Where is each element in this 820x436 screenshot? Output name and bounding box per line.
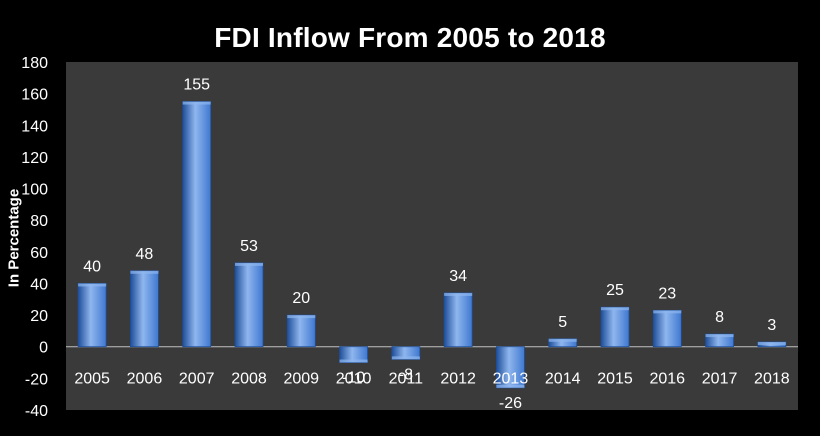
bar-2016 (652, 309, 682, 348)
y-tick-label: 40 (30, 276, 48, 293)
bar-cap-2011 (391, 356, 420, 360)
y-axis-label: In Percentage (5, 188, 23, 288)
data-label: 48 (136, 246, 154, 263)
data-label: 23 (658, 285, 676, 302)
data-label: 53 (240, 238, 258, 255)
y-tick-label: -20 (25, 371, 48, 388)
y-tick-label: 20 (30, 308, 48, 325)
bar-cap-2009 (287, 315, 316, 319)
data-label: 3 (767, 317, 776, 334)
bar-cap-2018 (757, 341, 786, 345)
x-tick-label: 2005 (74, 371, 110, 388)
bar-cap-2005 (78, 283, 107, 287)
bar-cap-2010 (339, 359, 368, 363)
bar-2013 (496, 346, 525, 389)
bar-2008 (234, 262, 264, 348)
bar-cap-2015 (601, 307, 629, 311)
data-label: 155 (183, 77, 210, 94)
y-tick-label: 180 (21, 55, 48, 72)
y-tick-label: 140 (21, 118, 48, 135)
x-tick-label: 2016 (649, 371, 685, 388)
bar-2006 (130, 270, 159, 348)
bar-2012 (443, 292, 473, 348)
y-tick-label: 160 (21, 87, 48, 104)
x-tick-label: 2007 (179, 371, 215, 388)
data-label: 40 (83, 258, 101, 275)
y-tick-label: 60 (30, 245, 48, 262)
bar-2015 (600, 306, 630, 348)
x-tick-label: 2018 (754, 371, 790, 388)
bar-cap-2013 (496, 384, 525, 388)
x-tick-label: 2017 (702, 371, 738, 388)
x-tick-label: 2015 (597, 371, 633, 388)
data-label: -26 (499, 395, 522, 412)
data-labels: 40 48 155 53 20 -10 -8 34 -26 5 25 23 8 3 (83, 77, 776, 412)
bar-2005 (77, 283, 107, 348)
data-label: 8 (715, 309, 724, 326)
data-label: -8 (399, 366, 413, 383)
y-tick-label: -40 (25, 403, 48, 420)
y-tick-label: 100 (21, 182, 48, 199)
plot-area (66, 62, 798, 410)
x-tick-label: 2010 (336, 371, 372, 388)
data-label: 25 (606, 282, 624, 299)
bar-series (77, 101, 787, 389)
x-tick-label: 2008 (231, 371, 267, 388)
bar-cap-2016 (653, 310, 682, 314)
chart-title: FDI Inflow From 2005 to 2018 (214, 22, 606, 53)
y-tick-label: 0 (39, 340, 48, 357)
bar-2007 (182, 101, 212, 348)
data-label: 20 (292, 290, 310, 307)
bar-cap-2006 (130, 270, 159, 274)
x-tick-label: 2014 (545, 371, 581, 388)
x-axis-ticks: 2005 2006 2007 2008 2009 2010 2011 2012 2013 2014… (74, 371, 789, 388)
x-tick-label: 2011 (389, 371, 424, 388)
y-tick-label: 120 (21, 150, 48, 167)
data-label: -10 (342, 370, 365, 387)
bar-cap-2014 (548, 338, 577, 342)
bar-2009 (286, 314, 316, 348)
bar-cap-2007 (182, 101, 211, 105)
bar-cap-2017 (705, 334, 734, 338)
x-tick-label: 2009 (283, 371, 319, 388)
y-axis-ticks: -40 -20 0 20 40 60 80 100 120 140 160 180 (21, 55, 48, 420)
x-tick-label: 2013 (493, 371, 529, 388)
x-tick-label: 2012 (440, 371, 476, 388)
y-tick-label: 80 (30, 213, 48, 230)
x-tick-label: 2006 (127, 371, 163, 388)
bar-cap-2012 (444, 292, 473, 296)
data-label: 34 (449, 268, 467, 285)
data-label: 5 (558, 314, 567, 331)
bar-cap-2008 (235, 262, 263, 266)
